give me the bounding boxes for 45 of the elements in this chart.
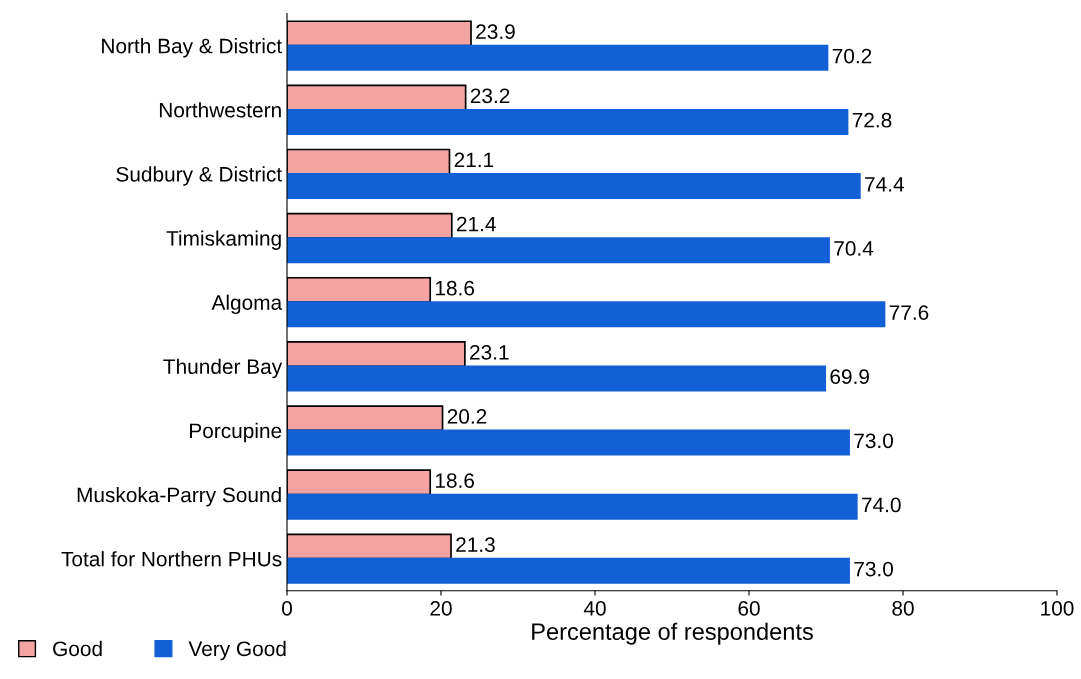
x-tick-label: 60 xyxy=(738,601,760,616)
y-tick-label: Sudbury & District xyxy=(116,166,282,186)
data-label: 21.3 xyxy=(456,537,495,553)
x-tick-label: 40 xyxy=(583,601,606,616)
legend-label: Very Good xyxy=(188,640,286,661)
y-tick-label: Thunder Bay xyxy=(163,358,283,379)
data-label: 73.0 xyxy=(854,433,893,449)
bar xyxy=(287,365,827,392)
data-label: 70.2 xyxy=(832,48,872,64)
x-tick-label: 100 xyxy=(1041,601,1074,616)
bar xyxy=(287,237,830,264)
x-axis-title: Percentage of respondents xyxy=(532,622,813,645)
data-label: 73.0 xyxy=(854,561,893,577)
data-label: 74.4 xyxy=(865,177,904,192)
data-label: 23.1 xyxy=(470,344,509,360)
legend-label: Good xyxy=(53,640,102,657)
x-tick-label: 20 xyxy=(430,601,452,616)
data-label: 70.4 xyxy=(834,241,874,256)
data-label: 18.6 xyxy=(435,473,475,488)
bar xyxy=(287,44,829,71)
y-tick-label: Muskoka-Parry Sound xyxy=(77,486,281,507)
data-label: 21.4 xyxy=(456,216,496,232)
y-tick-label: Northwestern xyxy=(159,102,281,118)
data-label: 21.1 xyxy=(454,152,494,168)
y-tick-label: North Bay & District xyxy=(102,38,282,58)
data-label: 77.6 xyxy=(889,305,929,320)
bar xyxy=(287,429,850,456)
data-label: 18.6 xyxy=(435,280,475,296)
data-label: 69.9 xyxy=(830,369,869,385)
y-tick-label: Algoma xyxy=(211,294,283,315)
data-label: 23.2 xyxy=(470,88,510,104)
data-label: 23.9 xyxy=(476,24,515,40)
bar xyxy=(287,557,850,584)
x-tick-label: 80 xyxy=(892,601,914,616)
y-tick-label: Porcupine xyxy=(190,422,282,443)
data-label: 20.2 xyxy=(447,409,487,424)
y-tick-label: Total for Northern PHUs xyxy=(61,551,282,567)
bar xyxy=(287,301,886,328)
data-label: 74.0 xyxy=(862,497,901,513)
y-tick-label: Timiskaming xyxy=(166,230,281,250)
bar xyxy=(287,493,858,520)
x-tick-label: 0 xyxy=(282,601,292,616)
data-label: 72.8 xyxy=(852,112,892,128)
bar xyxy=(287,173,861,200)
bar xyxy=(287,108,849,135)
